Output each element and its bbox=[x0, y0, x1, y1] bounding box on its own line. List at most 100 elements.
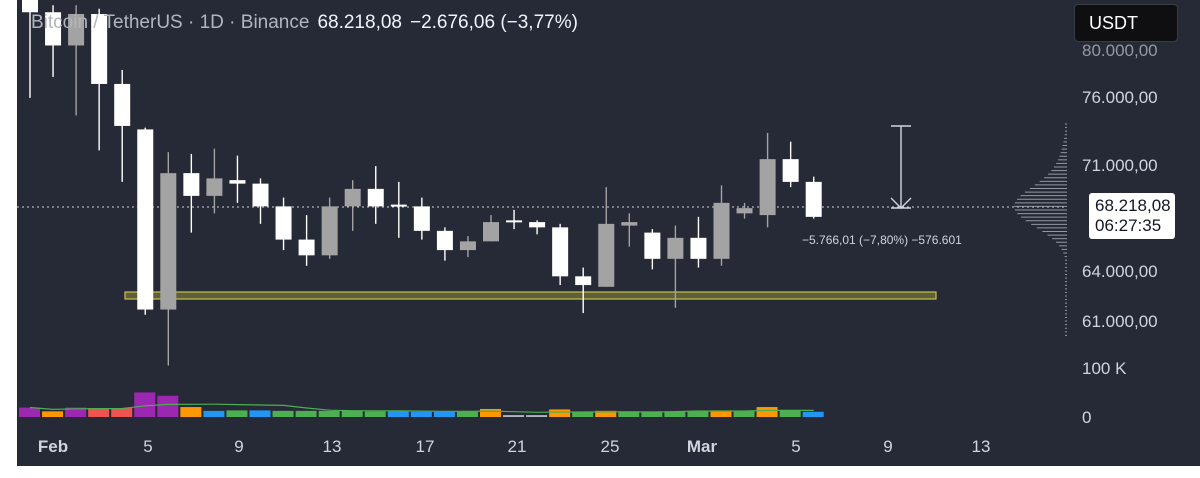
volume-bar[interactable] bbox=[295, 410, 317, 417]
volume-bar[interactable] bbox=[433, 411, 455, 417]
candle[interactable] bbox=[759, 132, 776, 228]
volume-bar[interactable] bbox=[779, 410, 801, 417]
candle[interactable] bbox=[229, 155, 246, 203]
measure-tool[interactable] bbox=[890, 125, 912, 209]
time-axis-label: 5 bbox=[143, 437, 153, 456]
candle[interactable] bbox=[275, 197, 292, 251]
candle[interactable] bbox=[667, 225, 684, 308]
candle[interactable] bbox=[598, 187, 615, 287]
price-axis-label: 61.000,00 bbox=[1082, 312, 1158, 331]
candle[interactable] bbox=[252, 178, 269, 224]
candle[interactable] bbox=[137, 127, 154, 315]
candle[interactable] bbox=[483, 215, 499, 242]
volume-bar[interactable] bbox=[88, 408, 110, 417]
volume-bar[interactable] bbox=[802, 411, 824, 417]
candle[interactable] bbox=[459, 236, 476, 258]
candle[interactable] bbox=[160, 152, 177, 366]
volume-layer bbox=[19, 392, 824, 417]
volume-bar[interactable] bbox=[364, 411, 386, 417]
candle[interactable] bbox=[552, 223, 569, 286]
candle-body bbox=[45, 12, 62, 46]
time-axis-label: 9 bbox=[234, 437, 244, 456]
volume-bar[interactable] bbox=[410, 411, 432, 417]
candle[interactable] bbox=[575, 267, 592, 314]
volume-bar[interactable] bbox=[19, 407, 40, 417]
candle-body bbox=[321, 206, 338, 256]
volume-bar[interactable] bbox=[687, 410, 709, 417]
candle-body bbox=[736, 208, 753, 214]
volume-bar[interactable] bbox=[733, 410, 755, 417]
candle-body bbox=[183, 173, 200, 196]
support-zone[interactable] bbox=[124, 291, 937, 300]
candle-body bbox=[529, 222, 546, 228]
volume-bar[interactable] bbox=[341, 410, 363, 417]
candle[interactable] bbox=[298, 215, 315, 266]
time-axis-label: 25 bbox=[600, 437, 620, 456]
candle[interactable] bbox=[206, 148, 223, 214]
volume-bar[interactable] bbox=[641, 411, 663, 417]
candle-body bbox=[22, 0, 38, 13]
time-axis-label: Mar bbox=[686, 437, 718, 456]
candle-body bbox=[413, 206, 430, 231]
candle[interactable] bbox=[805, 176, 822, 219]
volume-bar[interactable] bbox=[203, 410, 225, 417]
candle[interactable] bbox=[782, 141, 799, 188]
candle[interactable] bbox=[529, 220, 546, 235]
candle[interactable] bbox=[183, 153, 200, 233]
volume-bar[interactable] bbox=[180, 407, 202, 417]
price-axis-label: 76.000,00 bbox=[1082, 88, 1158, 107]
candle[interactable] bbox=[321, 197, 338, 259]
volume-bar[interactable] bbox=[456, 411, 478, 417]
symbol-label[interactable]: Bitcoin / TetherUS · 1D · Binance bbox=[31, 12, 310, 33]
candle[interactable] bbox=[413, 197, 430, 240]
candle[interactable] bbox=[390, 181, 407, 238]
candle-body bbox=[390, 204, 407, 207]
volume-bar[interactable] bbox=[226, 410, 248, 417]
candle-body bbox=[298, 239, 315, 256]
candle[interactable] bbox=[367, 166, 384, 224]
candle[interactable] bbox=[22, 0, 38, 98]
volume-bar[interactable] bbox=[595, 410, 617, 417]
volume-bar[interactable] bbox=[318, 410, 340, 417]
volume-bar[interactable] bbox=[42, 411, 64, 417]
volume-bar[interactable] bbox=[111, 408, 133, 417]
volume-bar[interactable] bbox=[249, 410, 271, 417]
volume-bar[interactable] bbox=[65, 407, 87, 417]
volume-bar[interactable] bbox=[387, 411, 409, 417]
candle[interactable] bbox=[736, 202, 753, 219]
volume-bar[interactable] bbox=[503, 415, 525, 417]
candle[interactable] bbox=[344, 180, 361, 231]
candle[interactable] bbox=[506, 209, 523, 230]
candle[interactable] bbox=[91, 8, 108, 151]
chart-canvas[interactable] bbox=[17, 0, 1200, 466]
candle-body bbox=[459, 241, 476, 251]
chart-panel[interactable]: Bitcoin / TetherUS · 1D · Binance 68.218,… bbox=[17, 0, 1200, 466]
volume-bar[interactable] bbox=[618, 411, 640, 417]
candle[interactable] bbox=[621, 213, 638, 247]
candle[interactable] bbox=[45, 5, 62, 77]
volume-bar[interactable] bbox=[572, 411, 594, 417]
volume-bar[interactable] bbox=[756, 407, 778, 417]
price-axis-label: 64.000,00 bbox=[1082, 262, 1158, 281]
candle-body bbox=[667, 237, 684, 259]
candle[interactable] bbox=[436, 227, 453, 261]
volume-bar[interactable] bbox=[157, 395, 179, 417]
volume-axis-label: 0 bbox=[1082, 408, 1092, 427]
volume-bar[interactable] bbox=[549, 409, 571, 417]
candle-body bbox=[229, 180, 246, 184]
volume-bar[interactable] bbox=[134, 392, 156, 417]
volume-bar[interactable] bbox=[480, 408, 501, 417]
candle-body bbox=[367, 188, 384, 207]
candle[interactable] bbox=[114, 69, 131, 182]
candle[interactable] bbox=[690, 216, 707, 268]
candle-body bbox=[206, 178, 223, 196]
volume-bar[interactable] bbox=[272, 410, 294, 417]
volume-bar[interactable] bbox=[710, 410, 732, 417]
currency-button[interactable]: USDT bbox=[1074, 4, 1178, 42]
candle[interactable] bbox=[68, 5, 85, 116]
candle[interactable] bbox=[644, 229, 661, 270]
volume-bar[interactable] bbox=[526, 415, 548, 417]
price-change: −2.676,06 (−3,77%) bbox=[409, 12, 578, 33]
volume-bar[interactable] bbox=[664, 411, 686, 417]
candle[interactable] bbox=[713, 185, 730, 266]
